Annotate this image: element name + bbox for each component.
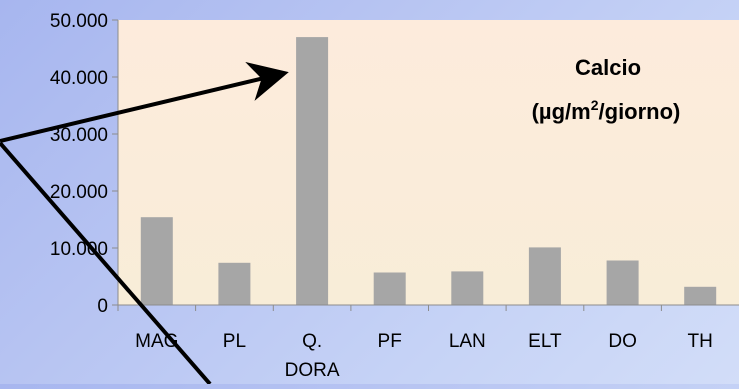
chart-title-line2-suffix: /giorno): [599, 99, 681, 124]
annotation-layer: [0, 61, 289, 386]
bar-th: [684, 286, 717, 305]
bar-pf: [373, 272, 406, 305]
chart-title: Calcio (µg/m2/giorno): [532, 55, 681, 124]
y-tick-label: 40.000: [50, 68, 108, 89]
y-tick-label: 50.000: [50, 11, 108, 32]
plot-area: [118, 20, 739, 305]
annotation-arrow-line: [0, 61, 289, 143]
y-tick-label: 0: [97, 296, 108, 317]
y-tick-label: 10.000: [50, 239, 108, 260]
bar-lan: [451, 271, 484, 305]
y-tick-label: 30.000: [50, 125, 108, 146]
bar-do: [606, 260, 639, 305]
x-tick-label: DO: [608, 331, 637, 352]
x-tick-label: Q. DORA: [285, 331, 340, 381]
y-tick-label: 20.000: [50, 182, 108, 203]
bar-mag: [140, 217, 173, 305]
chart-title-line1: Calcio: [575, 55, 641, 80]
chart-title-line2-prefix: (µg/m: [532, 99, 591, 124]
x-tick-label: LAN: [449, 331, 486, 352]
bar-pl: [218, 262, 251, 305]
x-tick-label: PL: [223, 331, 246, 352]
bars-layer: [140, 37, 717, 305]
x-tick-label: ELT: [528, 331, 562, 352]
x-tick-label: PF: [378, 331, 402, 352]
chart-title-line2-sup: 2: [591, 97, 599, 113]
x-tick-label: TH: [688, 331, 713, 352]
bar-elt: [528, 247, 561, 305]
axes-layer: [112, 19, 739, 311]
annotation-diagonal-line: [0, 141, 212, 386]
chart-title-line2: (µg/m2/giorno): [532, 97, 681, 124]
bar-q-dora: [296, 37, 329, 305]
